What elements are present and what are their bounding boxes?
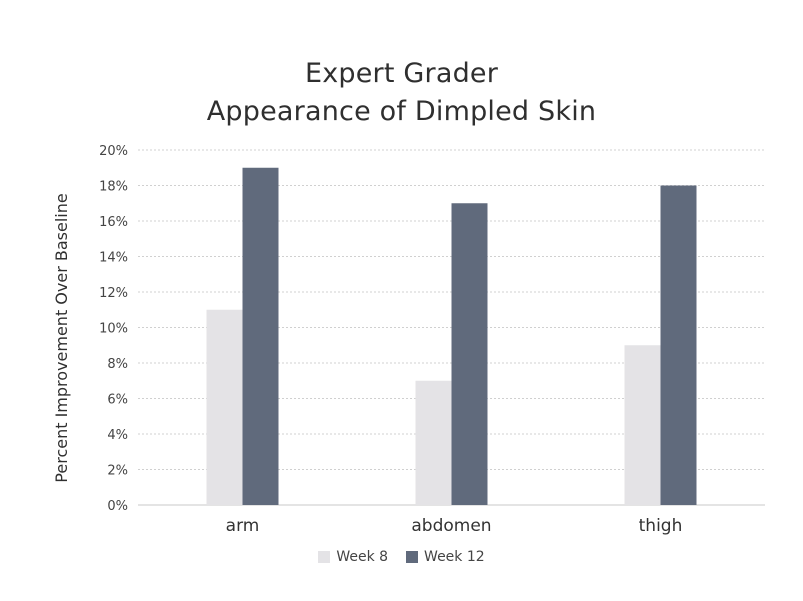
y-tick-label: 8%: [107, 357, 128, 372]
y-tick-label: 0%: [107, 499, 128, 514]
y-axis-ticks: 0% 2% 4% 6% 8% 10% 12% 14% 16% 18% 20%: [99, 144, 128, 514]
y-axis-title: Percent Improvement Over Baseline: [52, 193, 71, 482]
y-tick-label: 6%: [107, 393, 128, 408]
y-tick-label: 4%: [107, 428, 128, 443]
bar-week-8-thigh: [624, 345, 661, 505]
x-category-label: thigh: [639, 516, 683, 536]
legend-swatch: [318, 551, 331, 563]
chart-title: Expert Grader: [304, 58, 499, 89]
legend-label: Week 8: [336, 549, 389, 565]
bar-week-12-arm: [242, 167, 279, 505]
legend-label: Week 12: [424, 549, 485, 565]
legend: Week 8 Week 12: [0, 549, 803, 565]
chart-subtitle: Appearance of Dimpled Skin: [206, 96, 597, 127]
y-tick-label: 14%: [99, 251, 128, 266]
y-tick-label: 16%: [99, 215, 128, 230]
bar-week-12-thigh: [660, 185, 697, 505]
x-category-label: abdomen: [411, 516, 491, 536]
y-tick-label: 20%: [99, 144, 128, 159]
y-tick-label: 2%: [107, 464, 128, 479]
legend-swatch: [406, 551, 419, 563]
bar-week-12-abdomen: [451, 203, 488, 505]
legend-item: Week 8: [318, 549, 388, 565]
bar-week-8-abdomen: [415, 380, 452, 505]
y-tick-label: 12%: [99, 286, 128, 301]
x-axis-categories: arm abdomen thigh: [226, 516, 683, 536]
y-tick-label: 18%: [99, 180, 128, 195]
y-tick-label: 10%: [99, 322, 128, 337]
legend-item: Week 12: [406, 549, 485, 565]
bar-week-8-arm: [206, 309, 243, 505]
bars: [206, 167, 697, 505]
x-category-label: arm: [226, 516, 260, 536]
